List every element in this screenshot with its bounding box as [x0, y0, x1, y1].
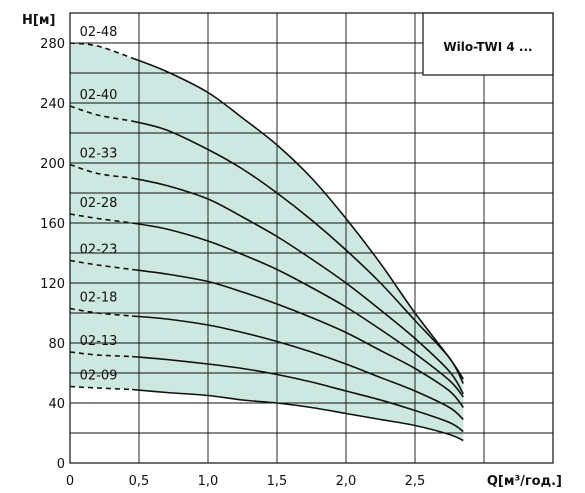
x-tick-label: 1,0 [198, 474, 219, 489]
series-line-dashed-02-40 [69, 105, 133, 122]
tick-labels: 0 0,5 1,0 1,5 2,0 2,5 0 40 80 120 160 200 240 280 [40, 37, 425, 489]
series-label-02-48: 02-48 [80, 25, 118, 40]
series-label-02-33: 02-33 [80, 147, 118, 162]
y-axis-label: H[м] [22, 13, 55, 28]
x-tick-label: 2,5 [405, 474, 426, 489]
y-tick-label: 0 [57, 457, 65, 472]
series-line-dashed-02-33 [69, 163, 133, 179]
series-label-02-13: 02-13 [80, 334, 118, 349]
x-tick-label: 1,5 [267, 474, 288, 489]
y-tick-label: 80 [48, 337, 65, 352]
legend-box: Wilo-TWI 4 ... [422, 12, 554, 76]
curves [69, 42, 465, 442]
series-line-02-28 [131, 222, 464, 398]
x-tick-label: 2,0 [336, 474, 357, 489]
series-label-02-40: 02-40 [80, 88, 118, 103]
series-line-dashed-02-18 [69, 307, 133, 317]
series-line-dashed-02-09 [69, 385, 133, 391]
series-line-dashed-02-48 [69, 42, 133, 59]
fill-area [70, 43, 464, 441]
series-labels: 02-48 02-40 02-33 02-28 02-23 02-18 02-13 02-09 [80, 25, 118, 384]
y-tick-label: 120 [40, 277, 65, 292]
grid [70, 13, 553, 463]
y-tick-label: 240 [40, 97, 65, 112]
series-label-02-28: 02-28 [80, 196, 118, 211]
chart-title: Wilo-TWI 4 ... [443, 40, 532, 54]
y-tick-label: 200 [40, 157, 65, 172]
plot-frame [69, 12, 554, 464]
series-label-02-23: 02-23 [80, 243, 118, 258]
series-line-02-33 [131, 177, 464, 395]
series-line-02-18 [132, 315, 464, 421]
x-tick-label: 0 [66, 474, 74, 489]
series-label-02-09: 02-09 [80, 369, 118, 384]
y-tick-label: 40 [48, 397, 65, 412]
series-line-dashed-02-28 [69, 213, 133, 224]
series-line-dashed-02-13 [69, 351, 133, 358]
x-axis-label: Q[м³/год.] [487, 474, 562, 489]
series-line-02-09 [132, 388, 464, 442]
x-tick-label: 0,5 [129, 474, 150, 489]
legend-rect [422, 12, 554, 76]
y-tick-label: 160 [40, 217, 65, 232]
series-label-02-18: 02-18 [80, 291, 118, 306]
series-line-02-13 [132, 355, 464, 433]
series-line-02-48 [131, 57, 464, 380]
operating-area-fill [70, 43, 464, 441]
series-line-dashed-02-23 [69, 259, 133, 271]
y-tick-label: 280 [40, 37, 65, 52]
series-line-02-23 [131, 268, 464, 409]
series-line-02-40 [131, 120, 465, 384]
